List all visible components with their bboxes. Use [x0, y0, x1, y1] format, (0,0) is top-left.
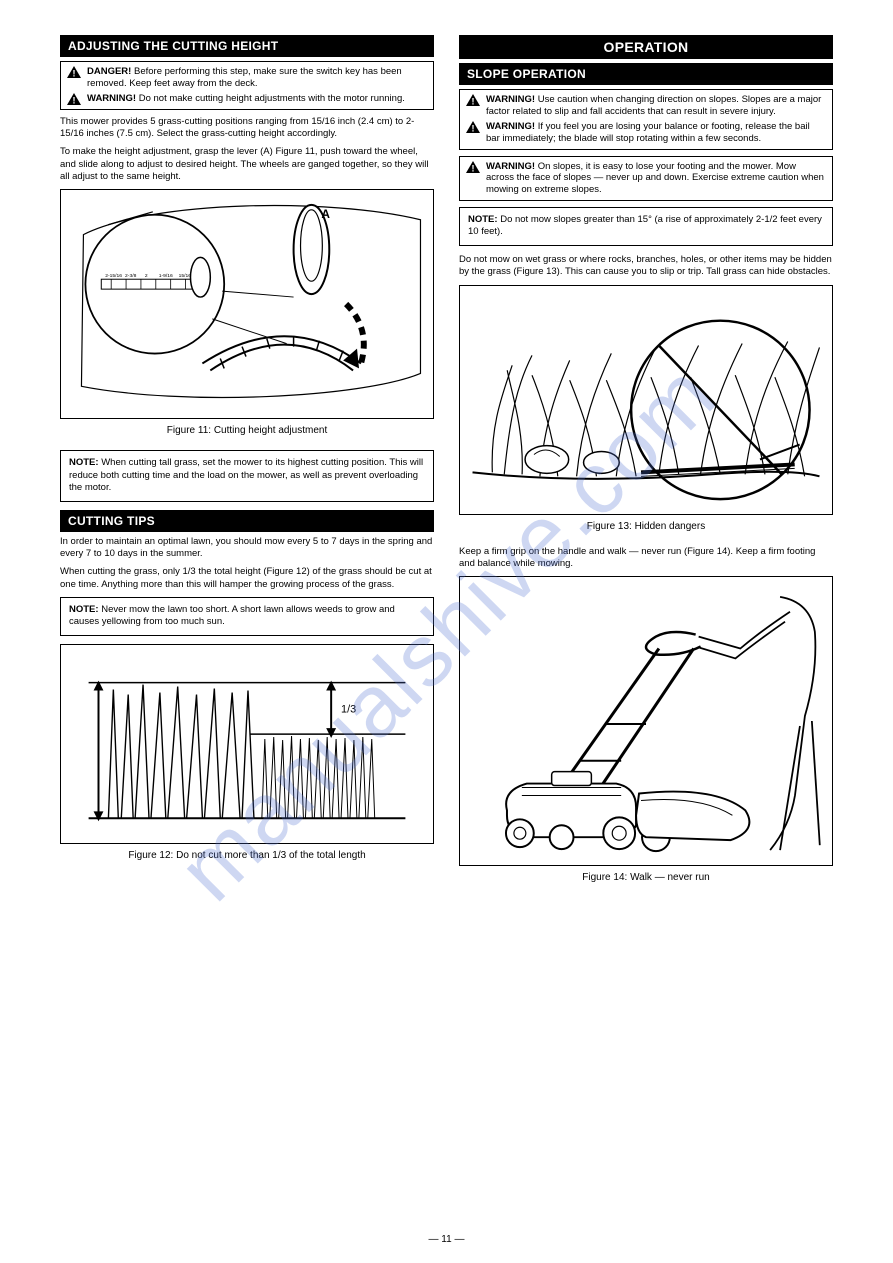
para-firm-grip: Keep a firm grip on the handle and walk … — [459, 546, 833, 571]
warn-row: ! WARNING! Use caution when changing dir… — [466, 94, 826, 118]
svg-text:!: ! — [472, 97, 475, 107]
warn-text: WARNING! On slopes, it is easy to lose y… — [486, 161, 826, 197]
left-header-cutting-height: ADJUSTING THE CUTTING HEIGHT — [60, 35, 434, 57]
svg-text:A: A — [321, 207, 330, 221]
figure-11-caption: Figure 11: Cutting height adjustment — [60, 425, 434, 436]
warning-triangle-icon: ! — [466, 94, 480, 118]
warn-row: ! WARNING! If you feel you are losing yo… — [466, 121, 826, 145]
left-header-cutting-tips: CUTTING TIPS — [60, 510, 434, 532]
columns: ADJUSTING THE CUTTING HEIGHT ! DANGER! B… — [60, 35, 833, 897]
svg-text:!: ! — [73, 69, 76, 79]
page-number: — 11 — — [429, 1234, 465, 1245]
warn-text: WARNING! Use caution when changing direc… — [486, 94, 826, 118]
left-column: ADJUSTING THE CUTTING HEIGHT ! DANGER! B… — [60, 35, 434, 897]
warn-text: WARNING! If you feel you are losing your… — [486, 121, 826, 145]
warn-text: DANGER! Before performing this step, mak… — [87, 66, 427, 90]
svg-text:2-3/8: 2-3/8 — [125, 274, 137, 280]
para-wet-grass: Do not mow on wet grass or where rocks, … — [459, 254, 833, 279]
para-mow-frequency: In order to maintain an optimal lawn, yo… — [60, 536, 434, 561]
figure-12-illustration: 1/3 — [61, 645, 433, 843]
figure-12-caption: Figure 12: Do not cut more than 1/3 of t… — [60, 850, 434, 861]
svg-text:!: ! — [472, 123, 475, 133]
warning-triangle-icon: ! — [67, 93, 81, 105]
figure-13-box — [459, 285, 833, 515]
left-note-never-short: NOTE: Never mow the lawn too short. A sh… — [60, 597, 434, 636]
svg-text:1-9/16: 1-9/16 — [159, 274, 173, 280]
figure-13-caption: Figure 13: Hidden dangers — [459, 521, 833, 532]
figure-14-caption: Figure 14: Walk — never run — [459, 872, 833, 883]
warn-row: ! DANGER! Before performing this step, m… — [67, 66, 427, 90]
warning-triangle-icon: ! — [466, 121, 480, 145]
svg-text:2: 2 — [145, 274, 148, 280]
svg-text:2-15/16: 2-15/16 — [105, 274, 122, 280]
svg-text:1/3: 1/3 — [341, 703, 356, 715]
para-one-third: When cutting the grass, only 1/3 the tot… — [60, 566, 434, 591]
right-column: OPERATION SLOPE OPERATION ! WARNING! Use… — [459, 35, 833, 897]
warning-triangle-icon: ! — [466, 161, 480, 197]
svg-text:!: ! — [472, 163, 475, 173]
svg-text:15/16: 15/16 — [179, 274, 192, 280]
right-note-15deg: NOTE: Do not mow slopes greater than 15°… — [459, 207, 833, 246]
left-note-tall-grass: NOTE: When cutting tall grass, set the m… — [60, 450, 434, 501]
warning-triangle-icon: ! — [67, 66, 81, 90]
figure-11-box: A — [60, 189, 434, 419]
left-warning-box-1: ! DANGER! Before performing this step, m… — [60, 61, 434, 110]
page-container: ADJUSTING THE CUTTING HEIGHT ! DANGER! B… — [0, 0, 893, 927]
warn-text: WARNING! Do not make cutting height adju… — [87, 93, 405, 105]
right-header-slope: SLOPE OPERATION — [459, 63, 833, 85]
figure-14-box — [459, 576, 833, 866]
figure-11-illustration: A — [61, 190, 433, 418]
right-warning-box-2: ! WARNING! On slopes, it is easy to lose… — [459, 156, 833, 202]
para-cutting-positions: This mower provides 5 grass-cutting posi… — [60, 116, 434, 141]
right-header-line: OPERATION — [459, 35, 833, 59]
para-height-adjust: To make the height adjustment, grasp the… — [60, 146, 434, 183]
figure-12-box: 1/3 — [60, 644, 434, 844]
warn-row: ! WARNING! On slopes, it is easy to lose… — [466, 161, 826, 197]
svg-text:!: ! — [73, 95, 76, 105]
figure-13-illustration — [460, 286, 832, 514]
right-warning-box-1: ! WARNING! Use caution when changing dir… — [459, 89, 833, 150]
warn-row: ! WARNING! Do not make cutting height ad… — [67, 93, 427, 105]
figure-14-illustration — [460, 577, 832, 865]
